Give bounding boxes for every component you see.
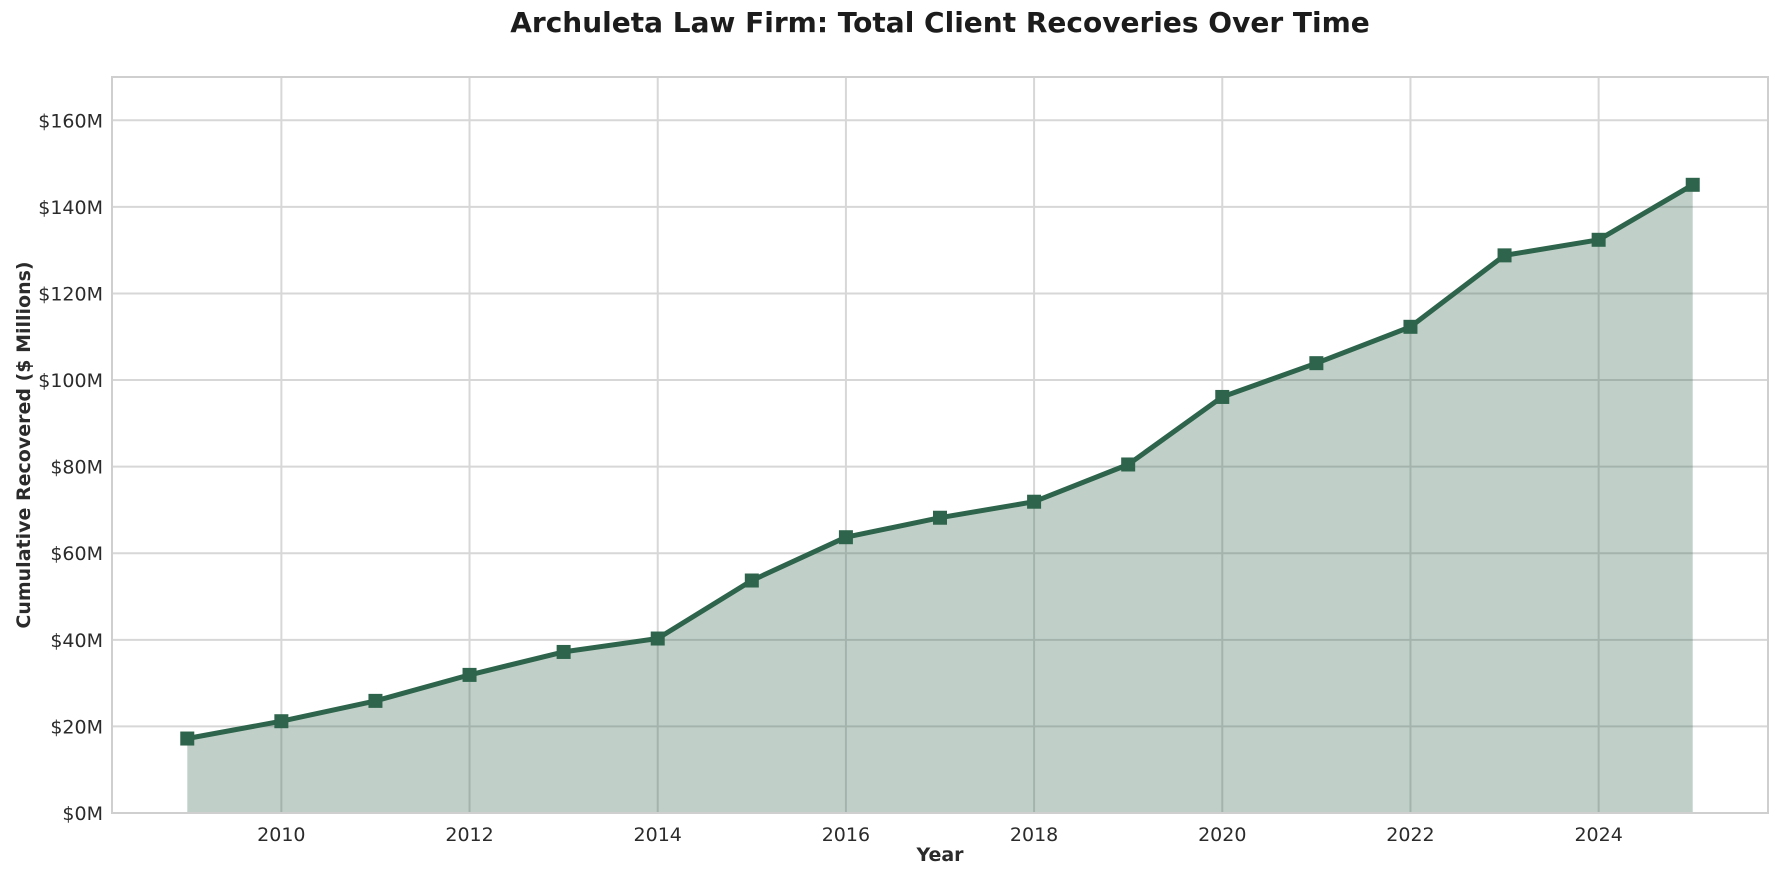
x-tick-label: 2016	[822, 824, 870, 846]
data-point-marker	[1027, 494, 1042, 509]
chart-title: Archuleta Law Firm: Total Client Recover…	[510, 6, 1370, 39]
y-tick-label: $80M	[50, 457, 103, 479]
data-point-marker	[933, 510, 947, 525]
data-point-marker	[1403, 319, 1418, 334]
data-point-marker	[556, 644, 571, 659]
x-tick-label: 2018	[1010, 824, 1058, 846]
x-tick-label: 2012	[445, 824, 493, 846]
y-tick-label: $60M	[50, 543, 103, 565]
data-point-marker	[1121, 457, 1136, 472]
x-tick-label: 2022	[1386, 824, 1434, 846]
y-tick-label: $100M	[38, 370, 103, 392]
data-point-marker	[462, 667, 477, 682]
data-point-marker	[1591, 232, 1606, 247]
y-tick-label: $160M	[38, 110, 103, 132]
x-tick-label: 2020	[1198, 824, 1246, 846]
y-tick-label: $140M	[38, 197, 103, 219]
data-point-marker	[744, 573, 759, 588]
y-tick-label: $120M	[38, 283, 103, 305]
data-point-marker	[180, 731, 195, 746]
data-point-marker	[274, 714, 289, 729]
x-tick-label: 2014	[634, 824, 682, 846]
data-point-marker	[1685, 177, 1700, 192]
y-axis-label: Cumulative Recovered ($ Millions)	[13, 261, 35, 629]
y-tick-label: $40M	[50, 630, 103, 652]
x-tick-label: 2010	[257, 824, 305, 846]
data-point-marker	[1497, 248, 1512, 263]
data-point-marker	[368, 693, 383, 708]
data-point-marker	[1215, 389, 1230, 404]
data-point-marker	[650, 631, 665, 646]
x-axis-label: Year	[916, 844, 964, 866]
data-point-marker	[838, 530, 853, 545]
y-tick-label: $20M	[50, 716, 103, 738]
series-area	[187, 184, 1693, 814]
plot-border	[111, 76, 1769, 814]
data-point-marker	[1309, 356, 1324, 371]
x-tick-label: 2024	[1574, 824, 1622, 846]
y-tick-label: $0M	[62, 803, 103, 825]
